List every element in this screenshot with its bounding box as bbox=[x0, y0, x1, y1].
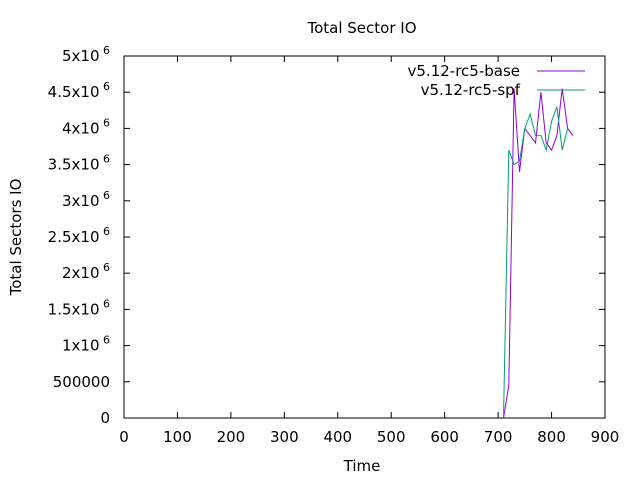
y-tick-label-base: 4.5x10 bbox=[48, 83, 100, 101]
y-tick-label: 3x10 6 bbox=[62, 189, 110, 210]
legend-label: v5.12-rc5-spf bbox=[421, 81, 521, 99]
y-tick-label-base: 500000 bbox=[53, 373, 110, 391]
y-tick-label: 5x10 6 bbox=[62, 44, 110, 65]
plot-frame bbox=[123, 55, 606, 419]
y-tick-label: 4x10 6 bbox=[62, 116, 110, 137]
y-tick-label: 3.5x10 6 bbox=[48, 153, 110, 174]
series-line-v5-12-rc5-spf bbox=[503, 106, 569, 419]
y-tick-label-exponent: 6 bbox=[100, 153, 111, 166]
x-tick-label: 600 bbox=[430, 428, 459, 446]
y-tick-label: 0 bbox=[100, 409, 110, 427]
y-tick-label-exponent: 6 bbox=[100, 225, 111, 238]
series-lines bbox=[503, 88, 574, 419]
y-tick-label-base: 5x10 bbox=[62, 47, 100, 65]
chart-title: Total Sector IO bbox=[306, 19, 416, 37]
y-tick-label-exponent: 6 bbox=[100, 44, 111, 57]
y-tick-label: 1.5x10 6 bbox=[48, 297, 110, 318]
y-tick-label: 500000 bbox=[53, 373, 110, 391]
y-tick-label-base: 4x10 bbox=[62, 119, 100, 137]
x-tick-label: 300 bbox=[270, 428, 299, 446]
y-tick-label-exponent: 6 bbox=[100, 334, 111, 347]
y-tick-label: 4.5x10 6 bbox=[48, 80, 110, 101]
y-tick-label-exponent: 6 bbox=[100, 80, 111, 93]
x-tick-label: 900 bbox=[591, 428, 620, 446]
y-tick-label-base: 3x10 bbox=[62, 192, 100, 210]
y-tick-label: 2.5x10 6 bbox=[48, 225, 110, 246]
y-tick-label-base: 1.5x10 bbox=[48, 300, 100, 318]
y-tick-label-base: 3.5x10 bbox=[48, 156, 100, 174]
x-tick-label: 400 bbox=[323, 428, 352, 446]
y-tick-label-exponent: 6 bbox=[100, 297, 111, 310]
x-tick-label: 200 bbox=[217, 428, 246, 446]
x-tick-label: 500 bbox=[377, 428, 406, 446]
series-line-v5-12-rc5-base bbox=[503, 88, 574, 419]
y-tick-label: 2x10 6 bbox=[62, 261, 110, 282]
y-tick-label-base: 2x10 bbox=[62, 264, 100, 282]
y-tick-label-base: 0 bbox=[100, 409, 110, 427]
legend-label: v5.12-rc5-base bbox=[408, 62, 521, 80]
y-tick-label-base: 1x10 bbox=[62, 337, 100, 355]
x-tick-label: 800 bbox=[537, 428, 566, 446]
y-axis-label: Total Sectors IO bbox=[7, 179, 25, 297]
y-tick-label-exponent: 6 bbox=[100, 261, 111, 274]
y-tick-label-exponent: 6 bbox=[100, 116, 111, 129]
x-axis-label: Time bbox=[343, 457, 381, 475]
x-tick-label: 0 bbox=[119, 428, 129, 446]
x-axis-ticks: 0 100 200 300 400 500 600 700 800 900 bbox=[119, 56, 619, 446]
x-tick-label: 100 bbox=[163, 428, 192, 446]
y-tick-label-exponent: 6 bbox=[100, 189, 111, 202]
y-tick-label: 1x10 6 bbox=[62, 334, 110, 355]
x-tick-label: 700 bbox=[484, 428, 513, 446]
y-tick-label-base: 2.5x10 bbox=[48, 228, 100, 246]
